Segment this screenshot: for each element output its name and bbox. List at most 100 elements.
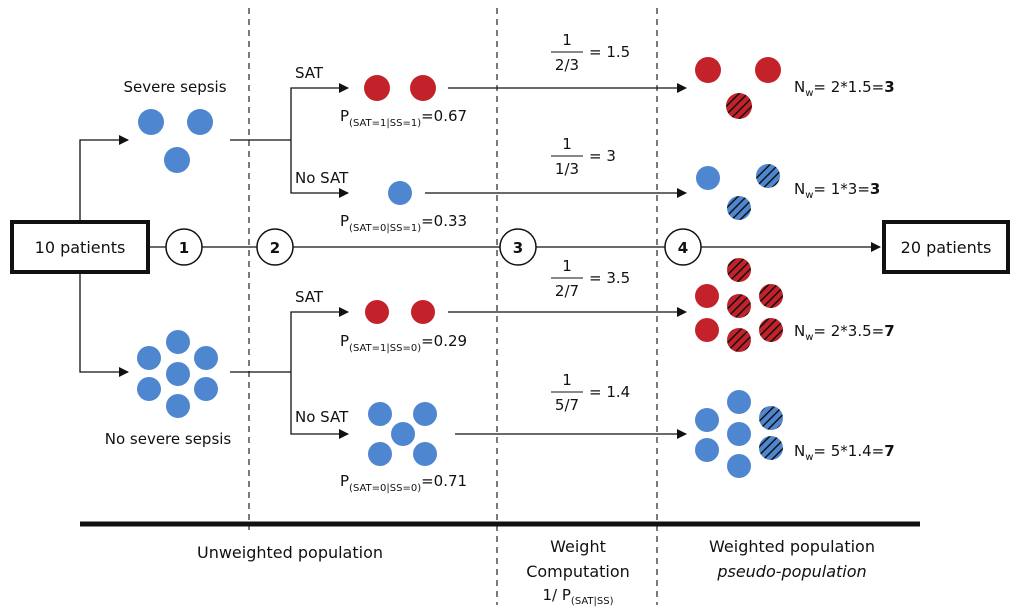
patient-red — [364, 75, 390, 101]
subgroup-sat-severe — [364, 75, 436, 101]
main-flow: 10 patients 20 patients 1 2 3 4 — [10, 220, 1010, 274]
patient-blue — [166, 394, 190, 418]
weight-computation-line1: Weight — [550, 537, 606, 556]
probability-nosat-severe: P(SAT=0|SS=1)=0.33 — [340, 212, 467, 234]
patient-red — [411, 300, 435, 324]
svg-text:5/7: 5/7 — [555, 396, 579, 414]
weighting-arrows — [425, 83, 687, 439]
svg-text:= 1.5: = 1.5 — [589, 43, 630, 61]
weighted-nosat-nosevere — [695, 390, 783, 478]
patient-blue — [391, 422, 415, 446]
weighted-population-label: Weighted population — [709, 537, 875, 556]
patient-blue — [368, 442, 392, 466]
subgroup-nosat-severe — [388, 181, 412, 205]
no-severe-branch-lines — [230, 307, 349, 439]
patient-blue — [413, 442, 437, 466]
patient-blue-hatched — [759, 436, 783, 460]
weight-fraction-2: 1 1/3 = 3 — [551, 135, 616, 178]
patient-blue — [413, 402, 437, 426]
end-box — [882, 220, 1010, 274]
patient-blue — [695, 438, 719, 462]
probability-nosat-nosevere: P(SAT=0|SS=0)=0.71 — [340, 472, 467, 494]
pseudo-population-label: pseudo-population — [716, 562, 866, 581]
patient-red-hatched — [727, 258, 751, 282]
step-marker-4: 4 — [664, 228, 702, 266]
svg-text:3: 3 — [513, 239, 523, 257]
svg-text:2: 2 — [270, 239, 280, 257]
nw-label-1: Nw= 2*1.5=3 — [794, 78, 895, 99]
svg-text:= 3.5: = 3.5 — [589, 269, 630, 287]
patient-red — [410, 75, 436, 101]
weight-fraction-1: 1 2/3 = 1.5 — [551, 31, 630, 74]
group-split — [79, 135, 129, 377]
patient-red-hatched — [727, 328, 751, 352]
weighted-nosat-severe — [696, 164, 780, 220]
patient-blue-hatched — [756, 164, 780, 188]
subgroup-nosat-nosevere — [368, 402, 437, 466]
step-marker-2: 2 — [256, 228, 294, 266]
start-box-label: 10 patients — [35, 238, 126, 257]
subgroup-sat-nosevere — [365, 300, 435, 324]
svg-text:1: 1 — [179, 239, 189, 257]
patient-blue — [194, 377, 218, 401]
step-marker-1: 1 — [165, 228, 203, 266]
nw-label-4: Nw= 5*1.4=7 — [794, 442, 895, 463]
svg-text:1: 1 — [562, 31, 572, 49]
probability-sat-nosevere: P(SAT=1|SS=0)=0.29 — [340, 332, 467, 354]
weighted-sat-nosevere — [695, 258, 783, 352]
patient-red — [755, 57, 781, 83]
patient-blue — [727, 390, 751, 414]
patient-red-hatched — [759, 318, 783, 342]
sat-label-no-severe: SAT — [295, 288, 324, 306]
patient-blue — [138, 109, 164, 135]
patient-blue — [137, 377, 161, 401]
weight-fraction-3: 1 2/7 = 3.5 — [551, 257, 630, 300]
svg-text:1: 1 — [562, 257, 572, 275]
patient-blue — [695, 408, 719, 432]
patient-red-hatched — [759, 284, 783, 308]
nw-label-2: Nw= 1*3=3 — [794, 180, 880, 201]
svg-text:= 3: = 3 — [589, 147, 616, 165]
nw-label-3: Nw= 2*3.5=7 — [794, 322, 895, 343]
end-box-label: 20 patients — [901, 238, 992, 257]
patient-blue — [727, 422, 751, 446]
no-sat-label-severe: No SAT — [295, 169, 349, 187]
no-severe-sepsis-label: No severe sepsis — [105, 430, 232, 448]
section-dividers — [248, 8, 658, 605]
patient-blue — [368, 402, 392, 426]
patient-blue — [187, 109, 213, 135]
patient-blue-hatched — [727, 196, 751, 220]
svg-text:= 1.4: = 1.4 — [589, 383, 630, 401]
svg-text:4: 4 — [678, 239, 688, 257]
patient-red — [695, 284, 719, 308]
severe-sepsis-group — [138, 109, 213, 173]
patient-red — [695, 318, 719, 342]
patient-blue — [727, 454, 751, 478]
probability-sat-severe: P(SAT=1|SS=1)=0.67 — [340, 107, 467, 129]
patient-blue-hatched — [759, 406, 783, 430]
patient-blue — [137, 346, 161, 370]
svg-text:2/7: 2/7 — [555, 282, 579, 300]
svg-text:1/3: 1/3 — [555, 160, 579, 178]
step-marker-3: 3 — [499, 228, 537, 266]
start-box — [10, 220, 150, 274]
patient-blue — [388, 181, 412, 205]
svg-text:1: 1 — [562, 135, 572, 153]
svg-text:1: 1 — [562, 371, 572, 389]
patient-blue — [194, 346, 218, 370]
weight-fraction-4: 1 5/7 = 1.4 — [551, 371, 630, 414]
sat-label-severe: SAT — [295, 64, 324, 82]
patient-red-hatched — [726, 93, 752, 119]
patient-red — [365, 300, 389, 324]
weight-computation-formula: 1/ P(SAT|SS) — [543, 586, 614, 607]
patient-red-hatched — [727, 294, 751, 318]
weighted-sat-severe — [695, 57, 781, 119]
patient-blue — [164, 147, 190, 173]
patient-red — [695, 57, 721, 83]
patient-blue — [166, 362, 190, 386]
patient-blue — [696, 166, 720, 190]
no-severe-sepsis-group — [137, 330, 218, 418]
svg-text:2/3: 2/3 — [555, 56, 579, 74]
weight-computation-line2: Computation — [526, 562, 630, 581]
